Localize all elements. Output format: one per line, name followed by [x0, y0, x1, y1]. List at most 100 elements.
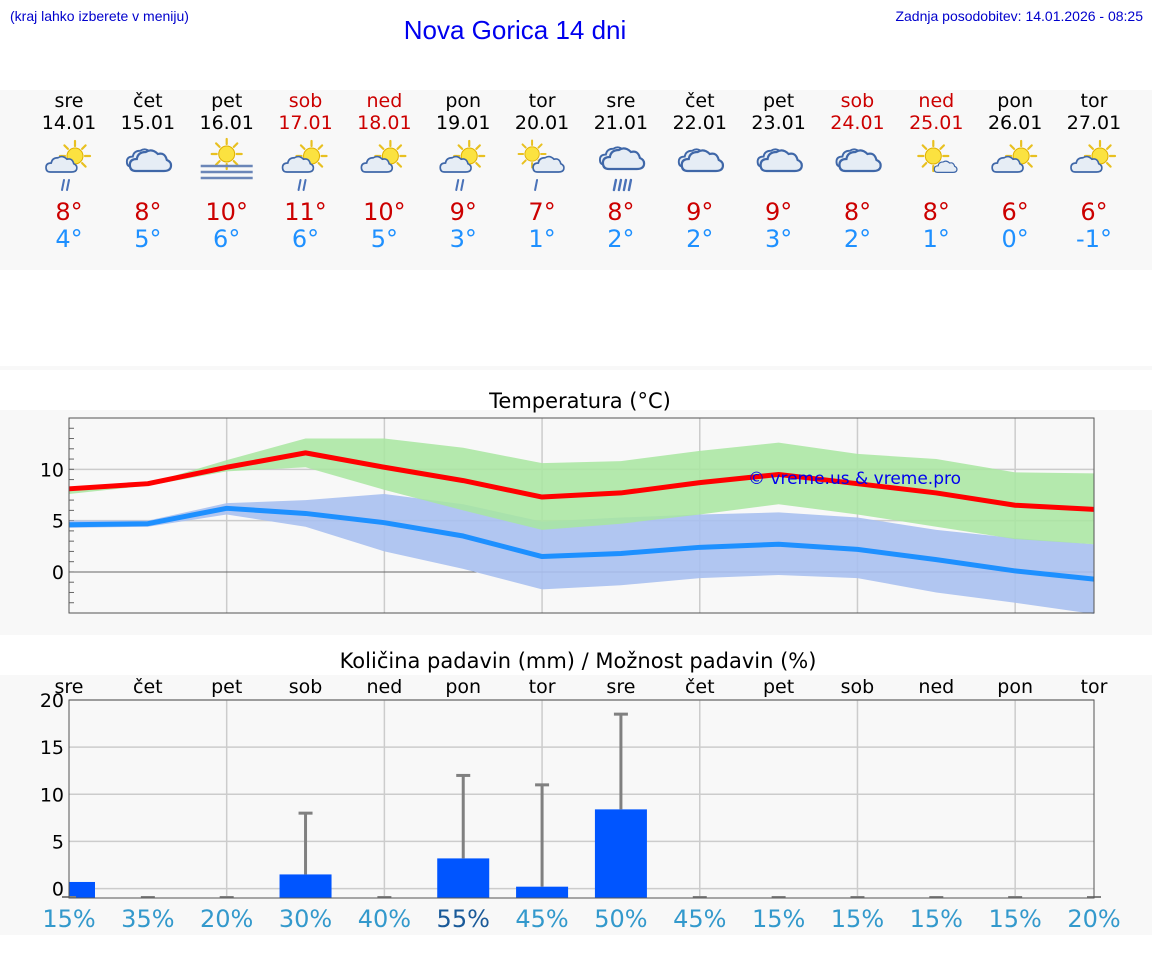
sun-cloud-rain-icon [517, 139, 565, 191]
min-temp: 0° [1002, 225, 1029, 253]
partly-sunny-light-rain-icon [281, 139, 328, 191]
precip-probability: 45% [515, 905, 568, 933]
precip-probability: 35% [121, 905, 174, 933]
day-date: 16.01 [199, 112, 253, 134]
min-temp: 1° [923, 225, 950, 253]
rain-drops [455, 179, 465, 191]
day-of-week: ned [918, 90, 954, 112]
day-date: 24.01 [830, 112, 884, 134]
day-date: 15.01 [121, 112, 175, 134]
day-date: 21.01 [594, 112, 648, 134]
min-temp: 5° [134, 225, 161, 253]
mostly-sunny-icon [917, 139, 958, 174]
y-tick-label: 5 [52, 831, 64, 853]
precip-bar [594, 809, 647, 898]
y-tick-label: 20 [40, 690, 64, 712]
day-of-week: čet [685, 90, 715, 112]
day-date: 25.01 [909, 112, 963, 134]
precip-day-label: tor [529, 676, 556, 698]
day-date: 17.01 [278, 112, 332, 134]
min-temp: 6° [292, 225, 319, 253]
page-title: Nova Gorica 14 dni [403, 15, 627, 45]
day-date: 20.01 [515, 112, 569, 134]
precip-probability: 15% [42, 905, 95, 933]
precip-probability: 55% [437, 905, 490, 933]
day-of-week: sob [841, 90, 875, 112]
precip-bar [279, 874, 332, 898]
precip-probability: 15% [831, 905, 884, 933]
partly-sunny-light-rain-icon [439, 139, 486, 191]
forecast-strip-background [0, 90, 1152, 270]
precip-plot-area [69, 700, 1094, 898]
rain-drops [297, 179, 307, 191]
day-of-week: pet [763, 90, 794, 112]
day-date: 27.01 [1067, 112, 1121, 134]
max-temp: 9° [765, 198, 792, 226]
day-date: 23.01 [751, 112, 805, 134]
precip-day-label: sre [606, 676, 635, 698]
cloudy-icon [835, 148, 882, 173]
max-temp: 8° [844, 198, 871, 226]
y-tick-label: 0 [52, 879, 64, 901]
precip-bar [69, 881, 95, 898]
max-temp-range-band [69, 438, 1094, 545]
precip-probability: 15% [910, 905, 963, 933]
precip-day-label: sob [289, 676, 323, 698]
min-temp: 3° [765, 225, 792, 253]
day-of-week: pon [445, 90, 481, 112]
y-tick-label: 10 [40, 459, 64, 481]
sun-fog-icon [200, 137, 253, 180]
day-of-week: pet [211, 90, 242, 112]
max-temp: 8° [923, 198, 950, 226]
day-date: 26.01 [988, 112, 1042, 134]
day-of-week: ned [366, 90, 402, 112]
min-temp: 2° [844, 225, 871, 253]
precip-day-label: pon [997, 676, 1033, 698]
cloudy-icon [756, 148, 803, 173]
day-date: 18.01 [357, 112, 411, 134]
rain-drops [612, 178, 633, 192]
precip-probability: 40% [358, 905, 411, 933]
day-of-week: sre [606, 90, 635, 112]
precip-chart-title: Količina padavin (mm) / Možnost padavin … [340, 649, 817, 673]
day-of-week: tor [529, 90, 556, 112]
precip-probability: 50% [594, 905, 647, 933]
max-temp: 7° [528, 198, 555, 226]
max-temp: 10° [363, 198, 406, 226]
precip-day-label: pet [211, 676, 242, 698]
precip-probability: 45% [673, 905, 726, 933]
precip-day-label: čet [133, 676, 163, 698]
precip-probability: 20% [1067, 905, 1120, 933]
last-updated: Zadnja posodobitev: 14.01.2026 - 08:25 [895, 8, 1143, 24]
max-temp: 8° [134, 198, 161, 226]
day-of-week: sre [55, 90, 84, 112]
day-of-week: pon [997, 90, 1033, 112]
location-hint: (kraj lahko izberete v meniju) [10, 8, 189, 24]
partly-cloudy-icon [1070, 139, 1117, 173]
y-tick-label: 5 [52, 511, 64, 533]
min-temp: 6° [213, 225, 240, 253]
precip-day-label: čet [685, 676, 715, 698]
min-temp: 4° [55, 225, 82, 253]
max-temp: 9° [686, 198, 713, 226]
precip-bar [437, 858, 490, 898]
temp-chart-title: Temperatura (°C) [488, 389, 671, 413]
max-temp: 6° [1080, 198, 1107, 226]
y-tick-label: 10 [40, 784, 64, 806]
partly-cloudy-icon [991, 139, 1038, 173]
rain-drops [534, 179, 539, 191]
precip-day-label: pon [445, 676, 481, 698]
min-temp: 2° [607, 225, 634, 253]
precip-day-label: sre [55, 676, 84, 698]
